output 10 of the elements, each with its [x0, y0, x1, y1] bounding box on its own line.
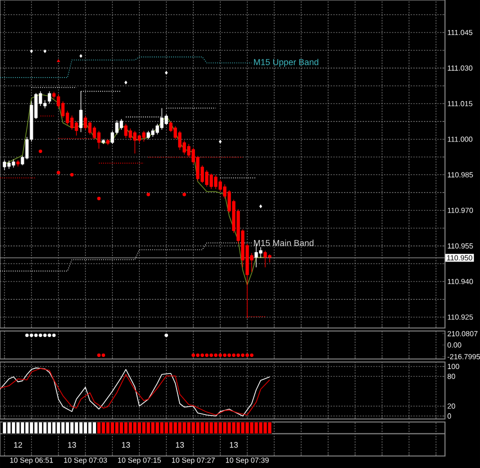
candlestick: [48, 90, 52, 104]
candlestick: [79, 90, 83, 132]
series-label: M15 Main Band: [254, 240, 314, 246]
text: 13: [176, 442, 184, 448]
text: 13: [230, 442, 238, 448]
text: 12: [14, 442, 22, 448]
text: 13: [68, 442, 76, 448]
series-label: M15 Upper Band: [254, 58, 318, 67]
text: 13: [122, 442, 130, 448]
candlestick: [84, 115, 88, 130]
